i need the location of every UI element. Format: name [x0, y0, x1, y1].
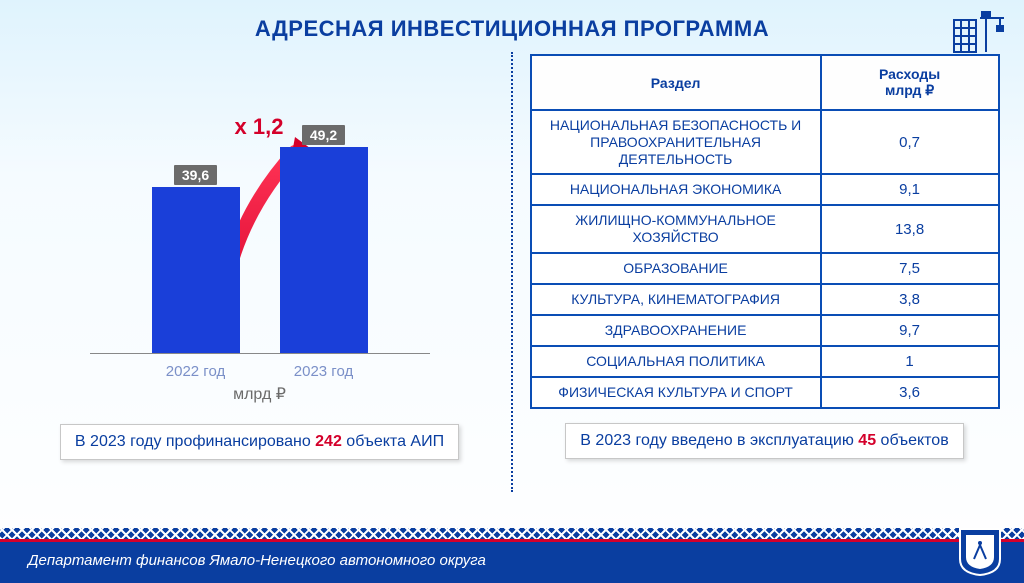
- region-emblem-icon: [956, 525, 1004, 577]
- row-name: ЖИЛИЩНО-КОММУНАЛЬНОЕ ХОЗЯЙСТВО: [531, 205, 821, 253]
- row-value: 3,8: [821, 284, 999, 315]
- bar-rect: [280, 147, 368, 353]
- callout-text: объектов: [876, 432, 949, 449]
- table-header-expense: Расходы млрд ₽: [821, 55, 999, 110]
- callout-number: 45: [858, 432, 876, 449]
- expense-table: Раздел Расходы млрд ₽ НАЦИОНАЛЬНАЯ БЕЗОП…: [530, 54, 1000, 409]
- row-value: 13,8: [821, 205, 999, 253]
- table-header-section: Раздел: [531, 55, 821, 110]
- row-name: ФИЗИЧЕСКАЯ КУЛЬТУРА И СПОРТ: [531, 377, 821, 408]
- left-panel: x 1,2 39,649,2 2022 год2023 год млрд ₽ В…: [18, 52, 501, 492]
- ornament-pattern: [0, 528, 1024, 542]
- footer-text: Департамент финансов Ямало-Ненецкого авт…: [0, 542, 1024, 569]
- row-value: 9,7: [821, 315, 999, 346]
- callout-number: 242: [315, 433, 342, 450]
- row-name: НАЦИОНАЛЬНАЯ ЭКОНОМИКА: [531, 174, 821, 205]
- bar-value-label: 39,6: [174, 165, 217, 185]
- footer: Департамент финансов Ямало-Ненецкого авт…: [0, 528, 1024, 583]
- row-name: КУЛЬТУРА, КИНЕМАТОГРАФИЯ: [531, 284, 821, 315]
- table-row: ОБРАЗОВАНИЕ7,5: [531, 253, 999, 284]
- callout-text: В 2023 году введено в эксплуатацию: [580, 432, 858, 449]
- bar-category-label: 2023 год: [280, 363, 368, 380]
- row-value: 7,5: [821, 253, 999, 284]
- bar-value-label: 49,2: [302, 125, 345, 145]
- callout-text: В 2023 году профинансировано: [75, 433, 315, 450]
- row-name: СОЦИАЛЬНАЯ ПОЛИТИКА: [531, 346, 821, 377]
- row-value: 9,1: [821, 174, 999, 205]
- table-row: ЖИЛИЩНО-КОММУНАЛЬНОЕ ХОЗЯЙСТВО13,8: [531, 205, 999, 253]
- bar: 49,2: [280, 125, 368, 353]
- right-callout: В 2023 году введено в эксплуатацию 45 об…: [565, 423, 963, 459]
- callout-text: объекта АИП: [342, 433, 444, 450]
- header-line: Расходы: [830, 66, 990, 82]
- left-callout: В 2023 году профинансировано 242 объекта…: [60, 424, 459, 460]
- table-row: СОЦИАЛЬНАЯ ПОЛИТИКА1: [531, 346, 999, 377]
- row-value: 3,6: [821, 377, 999, 408]
- page-title: АДРЕСНАЯ ИНВЕСТИЦИОННАЯ ПРОГРАММА: [0, 0, 1024, 42]
- right-panel: Раздел Расходы млрд ₽ НАЦИОНАЛЬНАЯ БЕЗОП…: [523, 52, 1006, 492]
- vertical-divider: [511, 52, 513, 492]
- table-row: ЗДРАВООХРАНЕНИЕ9,7: [531, 315, 999, 346]
- content-row: x 1,2 39,649,2 2022 год2023 год млрд ₽ В…: [0, 42, 1024, 492]
- bar-chart: x 1,2 39,649,2 2022 год2023 год млрд ₽: [90, 72, 430, 402]
- header-line: млрд ₽: [830, 82, 990, 99]
- table-row: КУЛЬТУРА, КИНЕМАТОГРАФИЯ3,8: [531, 284, 999, 315]
- table-row: НАЦИОНАЛЬНАЯ ЭКОНОМИКА9,1: [531, 174, 999, 205]
- row-value: 1: [821, 346, 999, 377]
- row-name: ОБРАЗОВАНИЕ: [531, 253, 821, 284]
- table-row: ФИЗИЧЕСКАЯ КУЛЬТУРА И СПОРТ3,6: [531, 377, 999, 408]
- table-row: НАЦИОНАЛЬНАЯ БЕЗОПАСНОСТЬ И ПРАВООХРАНИТ…: [531, 110, 999, 174]
- row-value: 0,7: [821, 110, 999, 174]
- axis-label: млрд ₽: [90, 384, 430, 404]
- bar-category-label: 2022 год: [152, 363, 240, 380]
- bar: 39,6: [152, 165, 240, 353]
- building-crane-icon: [952, 10, 1006, 59]
- row-name: ЗДРАВООХРАНЕНИЕ: [531, 315, 821, 346]
- bar-rect: [152, 187, 240, 353]
- row-name: НАЦИОНАЛЬНАЯ БЕЗОПАСНОСТЬ И ПРАВООХРАНИТ…: [531, 110, 821, 174]
